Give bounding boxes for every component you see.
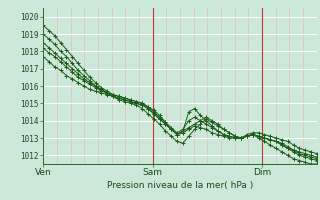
X-axis label: Pression niveau de la mer( hPa ): Pression niveau de la mer( hPa ) xyxy=(107,181,253,190)
